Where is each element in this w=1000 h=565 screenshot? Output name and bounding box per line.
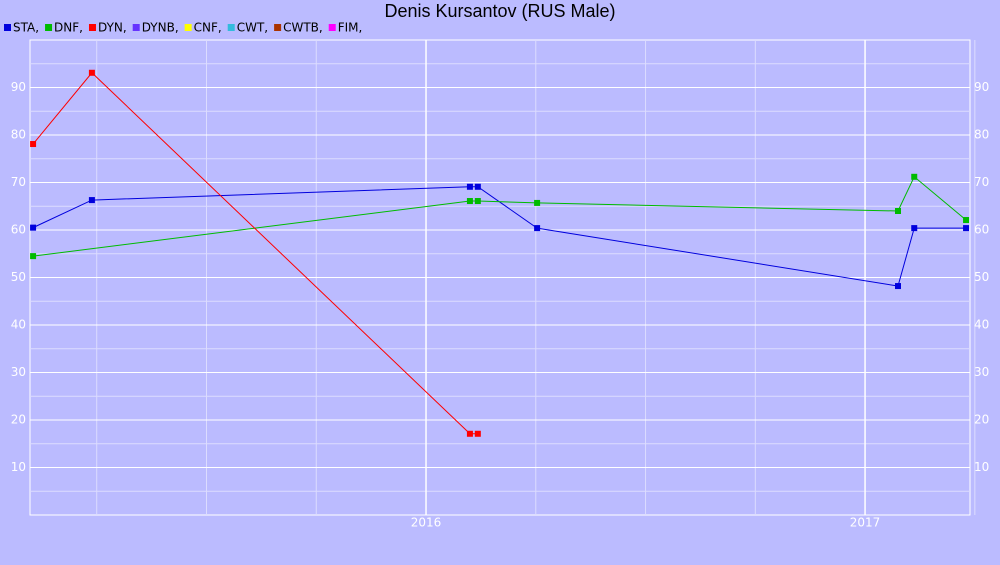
y2-tick-label: 80 [974,128,989,142]
point [534,225,541,232]
legend-swatch [4,24,11,31]
legend-label: DNF, [54,21,83,35]
legend-label: DYNB, [142,21,179,35]
point [474,198,481,205]
legend-label: FIM, [338,21,363,35]
point [88,197,95,204]
y2-tick-label: 10 [974,460,989,474]
y-tick-label: 70 [11,175,26,189]
y2-tick-label: 50 [974,270,989,284]
point [30,141,37,148]
point [474,183,481,190]
legend-swatch [227,24,235,31]
legend-swatch [132,24,140,31]
legend-swatch [45,24,53,31]
series-line [32,72,478,435]
chart-title: Denis Kursantov (RUS Male) [384,1,615,21]
point [963,217,970,224]
y-tick-label: 60 [11,223,26,237]
legend-label: CNF, [194,21,222,35]
y-tick-label: 20 [11,413,26,427]
y-tick-label: 40 [11,318,26,332]
series-line [32,186,967,287]
legend-label: CWT, [237,21,268,35]
point [911,173,918,180]
y-tick-label: 50 [11,270,26,284]
x-tick-label: 2016 [411,516,442,530]
point [894,283,901,290]
y2-tick-label: 60 [974,223,989,237]
point [466,198,473,205]
legend-label: DYN, [98,21,127,35]
point [911,225,918,232]
y2-tick-label: 90 [974,80,989,94]
point [30,253,37,260]
x-tick-label: 2017 [850,516,881,530]
point [466,430,473,437]
point [466,183,473,190]
y-tick-label: 30 [11,365,26,379]
legend-swatch [88,24,96,31]
point [88,69,95,76]
legend-label: STA, [13,21,39,35]
y2-tick-label: 20 [974,413,989,427]
legend-label: CWTB, [283,21,323,35]
y-tick-label: 10 [11,460,26,474]
point [30,224,37,231]
y-tick-label: 90 [11,80,26,94]
legend-swatch [184,24,192,31]
point [963,225,970,232]
legend-swatch [274,24,282,31]
point [474,430,481,437]
y2-tick-label: 30 [974,365,989,379]
point [534,199,541,206]
y2-tick-label: 70 [974,175,989,189]
y2-tick-label: 40 [974,318,989,332]
y-tick-label: 80 [11,128,26,142]
point [894,208,901,214]
legend-swatch [328,24,336,31]
